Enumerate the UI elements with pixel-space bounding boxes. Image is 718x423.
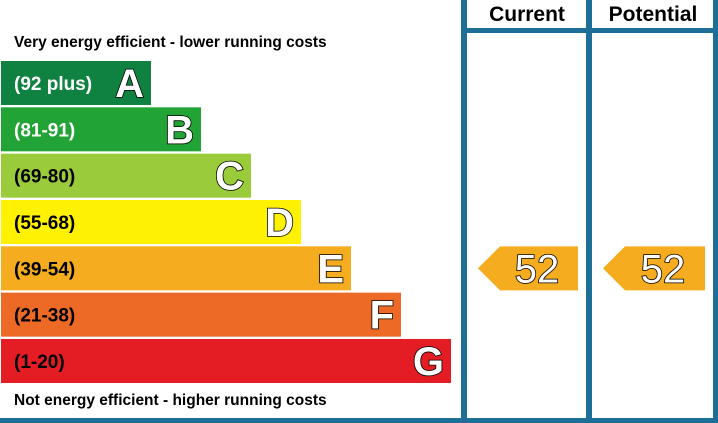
band-bar-f [1,292,401,337]
band-letter-g: G [413,340,444,384]
current-column-header: Current [489,3,565,26]
band-range-g: (1-20) [14,352,65,373]
band-bar-b [1,107,201,152]
potential-rating-arrow [603,246,705,291]
band-bar-a [1,61,151,105]
band-c: (69-80) C [1,153,251,199]
band-range-a: (92 plus) [14,74,92,95]
band-letter-b: B [165,108,194,152]
current-rating-value: 52 [515,247,560,291]
band-f: (21-38) F [1,292,401,338]
band-bar-d [1,199,301,244]
band-letter-c: C [215,155,244,199]
potential-rating-value: 52 [641,247,686,291]
band-letter-e: E [317,247,344,291]
band-range-b: (81-91) [14,120,75,141]
band-bar-e [1,246,351,291]
frame-line-right [713,0,718,421]
band-range-c: (69-80) [14,167,75,188]
band-letter-f: F [370,294,394,338]
band-bar-g [1,338,451,383]
rating-bands: (92 plus) A(81-91) B(69-80) C(55-68) D(39-54… [1,61,451,385]
bottom-caption: Not energy efficient - higher running co… [14,392,327,409]
band-b: (81-91) B [1,107,201,153]
frame-line-middle [586,0,592,421]
band-range-d: (55-68) [14,213,75,234]
band-letter-d: D [265,201,294,245]
top-caption: Very energy efficient - lower running co… [14,34,327,51]
band-g: (1-20) G [1,338,451,385]
rating-arrows: 52 52 [478,246,705,292]
current-rating-arrow [478,246,578,291]
frame-header-line [461,28,718,33]
band-range-e: (39-54) [14,259,75,280]
frame-bottom-line [0,418,718,423]
frame-line-left [461,0,467,421]
band-bar-c [1,153,251,198]
band-e: (39-54) E [1,246,351,292]
potential-column-header: Potential [609,3,698,26]
band-range-f: (21-38) [14,306,75,327]
band-d: (55-68) D [1,199,301,246]
band-letter-a: A [115,62,144,106]
band-a: (92 plus) A [1,61,151,107]
